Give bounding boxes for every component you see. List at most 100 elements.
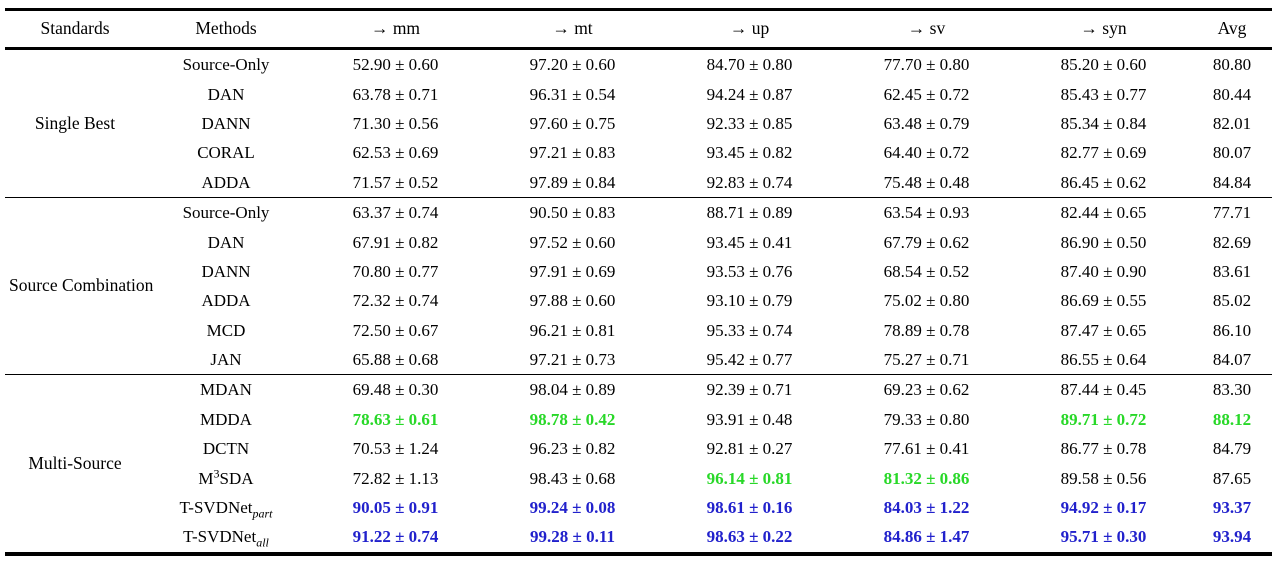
method-label: DAN: [207, 84, 245, 104]
avg-value-cell: 84.07: [1212, 350, 1252, 370]
score-value-cell: 75.27 ± 0.71: [883, 350, 970, 370]
score-value-cell: 69.23 ± 0.62: [838, 374, 1015, 405]
avg-value-cell: 83.61: [1212, 261, 1252, 281]
avg-value-cell: 86.10: [1212, 320, 1252, 340]
method-label: Source-Only: [145, 196, 307, 228]
col-header-mt: → mt: [552, 18, 593, 38]
score-value-cell: 89.71 ± 0.72: [1060, 409, 1147, 429]
col-header-syn: → syn: [1080, 18, 1127, 38]
score-value-cell: 91.22 ± 0.74: [352, 527, 439, 547]
score-value-cell: 98.78 ± 0.42: [529, 409, 616, 429]
score-value-cell: 97.52 ± 0.60: [529, 232, 616, 252]
standards-group-label: Source Combination: [5, 196, 153, 375]
score-value-cell: 93.45 ± 0.41: [706, 232, 793, 252]
score-value-cell: 63.78 ± 0.71: [352, 84, 439, 104]
col-header-avg: Avg: [1217, 18, 1247, 38]
col-header-standards: Standards: [40, 18, 110, 38]
col-header-mm: → mm: [370, 18, 421, 38]
score-value-cell: 97.91 ± 0.69: [529, 261, 616, 281]
score-value-cell: 62.53 ± 0.69: [352, 143, 439, 163]
score-value-cell: 75.48 ± 0.48: [883, 172, 970, 192]
score-value-cell: 93.45 ± 0.82: [706, 143, 793, 163]
score-value-cell: 89.58 ± 0.56: [1060, 468, 1147, 488]
score-value-cell: 92.83 ± 0.74: [706, 172, 793, 192]
score-value-cell: 88.71 ± 0.89: [661, 196, 838, 228]
avg-value-cell: 87.65: [1212, 468, 1252, 488]
score-value-cell: 72.82 ± 1.13: [352, 468, 439, 488]
method-label: T-SVDNetpart: [179, 498, 273, 521]
score-value-cell: 92.33 ± 0.85: [706, 113, 793, 133]
method-label: CORAL: [197, 143, 255, 163]
score-value-cell: 98.43 ± 0.68: [529, 468, 616, 488]
col-header-methods: Methods: [195, 18, 257, 38]
score-value-cell: 98.63 ± 0.22: [706, 527, 793, 547]
method-label: M3SDA: [198, 466, 254, 488]
score-value-cell: 75.02 ± 0.80: [883, 291, 970, 311]
col-header-sv: → sv: [907, 18, 946, 38]
score-value-cell: 92.39 ± 0.71: [661, 374, 838, 405]
score-value-cell: 94.92 ± 0.17: [1060, 498, 1147, 518]
score-value-cell: 97.20 ± 0.60: [529, 55, 616, 75]
score-value-cell: 85.34 ± 0.84: [1060, 113, 1147, 133]
standards-group-label: Single Best: [34, 112, 116, 133]
score-value-cell: 71.57 ± 0.52: [352, 172, 439, 192]
score-value-cell: 63.54 ± 0.93: [838, 196, 1015, 228]
avg-value-cell: 82.01: [1212, 113, 1252, 133]
score-value-cell: 98.61 ± 0.16: [706, 498, 793, 518]
col-header-up: → up: [729, 18, 770, 38]
score-value-cell: 84.70 ± 0.80: [706, 55, 793, 75]
score-value-cell: 93.10 ± 0.79: [706, 291, 793, 311]
score-value-cell: 93.53 ± 0.76: [706, 261, 793, 281]
avg-value-cell: 83.30: [1192, 374, 1272, 405]
avg-value-cell: 93.94: [1212, 527, 1252, 547]
score-value-cell: 95.71 ± 0.30: [1060, 527, 1147, 547]
score-value-cell: 78.89 ± 0.78: [883, 320, 970, 340]
score-value-cell: 52.90 ± 0.60: [352, 55, 439, 75]
score-value-cell: 97.89 ± 0.84: [529, 172, 616, 192]
score-value-cell: 98.04 ± 0.89: [484, 374, 661, 405]
avg-value-cell: 80.44: [1212, 84, 1252, 104]
score-value-cell: 97.60 ± 0.75: [529, 113, 616, 133]
score-value-cell: 68.54 ± 0.52: [883, 261, 970, 281]
method-label: DAN: [207, 232, 245, 252]
method-label: Source-Only: [182, 55, 270, 75]
score-value-cell: 78.63 ± 0.61: [352, 409, 439, 429]
method-label: T-SVDNetall: [183, 527, 269, 550]
score-value-cell: 85.20 ± 0.60: [1060, 55, 1147, 75]
table-row: T-SVDNetall 91.22 ± 0.74 99.28 ± 0.11 98.63…: [5, 522, 1272, 553]
avg-value-cell: 77.71: [1192, 196, 1272, 228]
score-value-cell: 72.50 ± 0.67: [352, 320, 439, 340]
table-row: CORAL 62.53 ± 0.69 97.21 ± 0.83 93.45 ± 0.8…: [5, 138, 1272, 167]
score-value-cell: 90.50 ± 0.83: [484, 196, 661, 228]
score-value-cell: 82.77 ± 0.69: [1060, 143, 1147, 163]
table-row: M3SDA 72.82 ± 1.13 98.43 ± 0.68 96.14 ± 0.8…: [5, 463, 1272, 492]
score-value-cell: 82.44 ± 0.65: [1015, 196, 1192, 228]
score-value-cell: 67.91 ± 0.82: [352, 232, 439, 252]
avg-value-cell: 80.80: [1212, 55, 1252, 75]
method-label: DANN: [201, 261, 251, 281]
method-subscript: part: [252, 506, 273, 521]
table-row: DCTN 70.53 ± 1.24 96.23 ± 0.82 92.81 ± 0.27…: [5, 434, 1272, 463]
avg-value-cell: 80.07: [1212, 143, 1252, 163]
score-value-cell: 87.40 ± 0.90: [1060, 261, 1147, 281]
score-value-cell: 96.31 ± 0.54: [529, 84, 616, 104]
avg-value-cell: 84.79: [1212, 439, 1252, 459]
score-value-cell: 84.86 ± 1.47: [883, 527, 970, 547]
score-value-cell: 70.53 ± 1.24: [352, 439, 439, 459]
score-value-cell: 85.43 ± 0.77: [1060, 84, 1147, 104]
table-row: DANN 71.30 ± 0.56 97.60 ± 0.75 92.33 ± 0.85…: [5, 109, 1272, 138]
method-label: ADDA: [201, 172, 251, 192]
avg-value-cell: 82.69: [1212, 232, 1252, 252]
avg-value-cell: 85.02: [1212, 291, 1252, 311]
table-row: Single Best Source-Only 52.90 ± 0.60 97.20 …: [5, 49, 1272, 131]
method-label: JAN: [210, 350, 242, 370]
score-value-cell: 86.69 ± 0.55: [1060, 291, 1147, 311]
table-row: ADDA 71.57 ± 0.52 97.89 ± 0.84 92.83 ± 0.74…: [5, 168, 1272, 198]
score-value-cell: 69.48 ± 0.30: [307, 374, 484, 405]
score-value-cell: 64.40 ± 0.72: [883, 143, 970, 163]
table-row: DAN 63.78 ± 0.71 96.31 ± 0.54 94.24 ± 0.87 6…: [5, 79, 1272, 108]
score-value-cell: 99.24 ± 0.08: [529, 498, 616, 518]
avg-value-cell: 84.84: [1212, 172, 1252, 192]
table-row: MDDA 78.63 ± 0.61 98.78 ± 0.42 93.91 ± 0.48…: [5, 405, 1272, 434]
